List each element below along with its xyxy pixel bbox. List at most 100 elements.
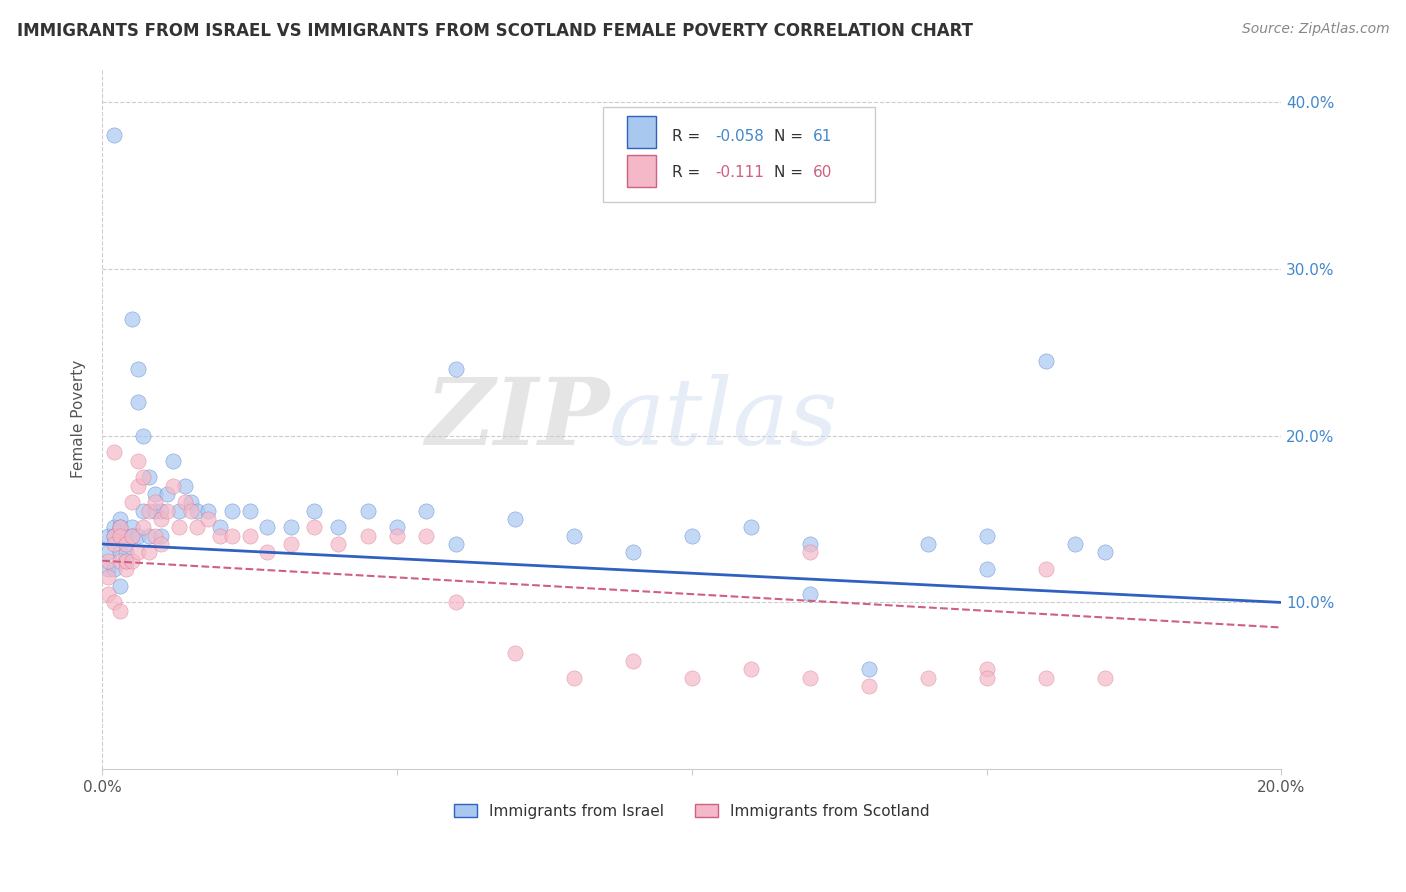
Point xyxy=(917,537,939,551)
Point xyxy=(97,587,120,601)
Point xyxy=(121,529,143,543)
Point xyxy=(385,520,408,534)
Point xyxy=(103,595,125,609)
Point xyxy=(114,562,136,576)
Point xyxy=(127,529,149,543)
Point xyxy=(621,654,644,668)
Point xyxy=(280,537,302,551)
Point xyxy=(108,520,131,534)
Point xyxy=(121,311,143,326)
Point xyxy=(385,529,408,543)
Point xyxy=(180,504,202,518)
Point xyxy=(121,520,143,534)
Point xyxy=(444,595,467,609)
Point xyxy=(239,529,262,543)
Point xyxy=(503,512,526,526)
Point xyxy=(186,520,208,534)
Point xyxy=(186,504,208,518)
Point xyxy=(621,545,644,559)
Point xyxy=(108,604,131,618)
Point xyxy=(143,529,166,543)
Point xyxy=(1094,671,1116,685)
Point xyxy=(97,554,120,568)
Text: -0.058: -0.058 xyxy=(716,129,765,145)
Point xyxy=(415,529,437,543)
Point xyxy=(681,529,703,543)
Point xyxy=(799,671,821,685)
Text: R =: R = xyxy=(672,165,704,180)
Point xyxy=(162,453,184,467)
Point xyxy=(121,529,143,543)
Point xyxy=(221,504,243,518)
Point xyxy=(97,570,120,584)
Text: N =: N = xyxy=(775,165,808,180)
Point xyxy=(108,579,131,593)
Text: -0.111: -0.111 xyxy=(716,165,765,180)
Text: ZIP: ZIP xyxy=(425,374,609,464)
Point xyxy=(256,520,278,534)
Point xyxy=(103,529,125,543)
Point xyxy=(1035,671,1057,685)
Point xyxy=(103,445,125,459)
Point xyxy=(503,646,526,660)
Point xyxy=(197,512,219,526)
Point xyxy=(326,537,349,551)
Point xyxy=(150,504,173,518)
Point xyxy=(562,671,585,685)
Point xyxy=(167,504,190,518)
Text: Source: ZipAtlas.com: Source: ZipAtlas.com xyxy=(1241,22,1389,37)
Point xyxy=(150,512,173,526)
Point xyxy=(108,512,131,526)
Point xyxy=(127,362,149,376)
Point xyxy=(143,495,166,509)
Point xyxy=(108,520,131,534)
Point xyxy=(150,529,173,543)
Point xyxy=(221,529,243,543)
Point xyxy=(444,362,467,376)
Point xyxy=(356,529,378,543)
Point xyxy=(799,587,821,601)
Point xyxy=(562,529,585,543)
Point xyxy=(356,504,378,518)
Point xyxy=(197,504,219,518)
Point xyxy=(173,495,195,509)
Point xyxy=(156,487,179,501)
Point xyxy=(132,470,155,484)
Point xyxy=(103,520,125,534)
Text: R =: R = xyxy=(672,129,704,145)
Point xyxy=(326,520,349,534)
Text: 60: 60 xyxy=(813,165,832,180)
Point xyxy=(799,537,821,551)
Point xyxy=(858,662,880,676)
Point xyxy=(97,545,120,559)
Point xyxy=(681,671,703,685)
Point xyxy=(103,128,125,143)
Y-axis label: Female Poverty: Female Poverty xyxy=(72,359,86,478)
Point xyxy=(167,520,190,534)
Point xyxy=(162,478,184,492)
Point xyxy=(127,453,149,467)
FancyBboxPatch shape xyxy=(627,155,657,186)
Point xyxy=(121,495,143,509)
Point xyxy=(180,495,202,509)
Point xyxy=(127,545,149,559)
Point xyxy=(114,529,136,543)
Point xyxy=(143,504,166,518)
Point xyxy=(976,529,998,543)
Point xyxy=(150,537,173,551)
Point xyxy=(127,395,149,409)
Point xyxy=(209,520,232,534)
Point xyxy=(256,545,278,559)
Point xyxy=(132,428,155,442)
Point xyxy=(1035,353,1057,368)
Text: 61: 61 xyxy=(813,129,832,145)
Point xyxy=(173,478,195,492)
Point xyxy=(239,504,262,518)
Point xyxy=(108,554,131,568)
Point xyxy=(103,529,125,543)
Text: N =: N = xyxy=(775,129,808,145)
Point xyxy=(156,504,179,518)
Point xyxy=(976,562,998,576)
Point xyxy=(280,520,302,534)
Point xyxy=(415,504,437,518)
